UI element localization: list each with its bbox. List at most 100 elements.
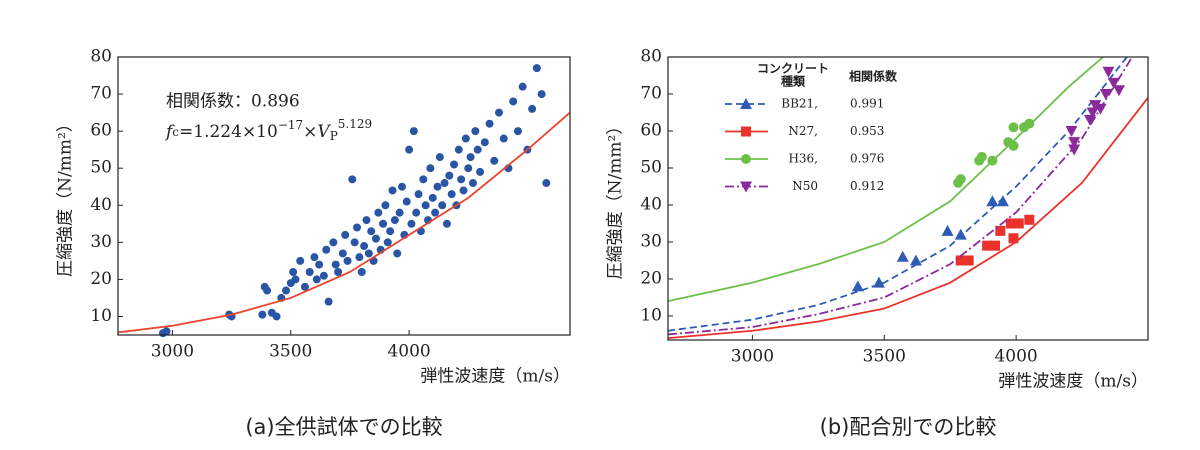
point [471,127,480,136]
point [395,208,404,217]
formula-part: P [330,129,338,143]
point [350,238,359,247]
point [407,219,416,228]
point [263,286,272,295]
x-tick-label: 3000 [151,342,194,362]
point [1099,88,1112,100]
point [450,160,459,169]
point [996,195,1009,207]
point [362,216,371,225]
point [426,164,435,173]
y-axis-label: 圧縮強度（N/mm²） [56,115,76,277]
point [282,286,291,295]
point [405,145,414,154]
plot-frame [117,56,571,336]
point [312,275,321,284]
y-tick-label: 40 [640,194,662,214]
x-tick-label: 3500 [269,342,312,362]
point [1065,125,1078,137]
y-tick-label: 10 [90,306,112,326]
x-tick-label: 4000 [387,342,430,362]
formula-part: 5.129 [338,117,372,131]
point [986,195,999,207]
point [315,260,324,269]
y-tick-label: 70 [90,84,112,104]
point [338,249,347,258]
point [982,240,993,251]
point [1008,122,1019,133]
point [480,138,489,147]
point [334,267,343,276]
point [518,82,527,91]
point [990,240,1001,251]
point [995,225,1006,236]
point [1024,118,1035,129]
point [1068,137,1081,149]
point [386,227,395,236]
point [495,108,504,117]
point [941,224,954,236]
point [300,282,309,291]
caption: (a)全供試体での比較 [245,415,442,439]
legend-marker [740,98,752,109]
y-tick-label: 50 [640,157,662,177]
legend-label: BB21, [781,97,818,111]
point [476,167,485,176]
legend-header: 種類 [781,74,806,89]
formula-part: c [172,125,179,139]
point [371,234,380,243]
point [542,179,551,188]
point [509,97,518,106]
point [433,182,442,191]
point [438,201,447,210]
point [447,190,456,199]
point [343,256,352,265]
point [355,253,364,262]
point [954,228,967,240]
y-tick-label: 80 [90,47,112,67]
plot-frame [667,56,1149,341]
formula-part: f [164,122,175,142]
legend-label: N50 [792,179,818,193]
point [1005,218,1016,229]
point [393,249,402,258]
legend-marker [741,126,751,137]
point [440,179,449,188]
x-tick-label: 3000 [731,347,774,367]
point [1068,144,1081,156]
point [454,145,463,154]
legend-r-header: 相関係数 [849,69,898,84]
point [955,174,966,185]
point [414,190,423,199]
point [1089,100,1102,112]
point [310,253,319,262]
point [419,175,428,184]
point [431,208,440,217]
point [1102,66,1115,78]
point [428,193,437,202]
formula-part: V [317,122,331,142]
legend-marker [741,154,751,164]
point [1112,85,1125,97]
point [353,223,362,232]
y-tick-label: 80 [640,47,662,67]
point [341,230,350,239]
y-tick-label: 10 [640,305,662,325]
point [532,64,541,73]
point [409,127,418,136]
point [367,227,376,236]
point [457,175,466,184]
fit-curve [668,57,1133,336]
point [348,175,357,184]
point [442,219,451,228]
point [461,134,470,143]
point [464,164,473,173]
point [490,156,499,165]
y-tick-label: 70 [640,83,662,103]
legend-r: 0.912 [850,179,884,193]
fit-curve [668,57,1104,303]
point [397,182,406,191]
y-tick-label: 60 [90,121,112,141]
point [528,104,537,113]
point [272,312,281,321]
